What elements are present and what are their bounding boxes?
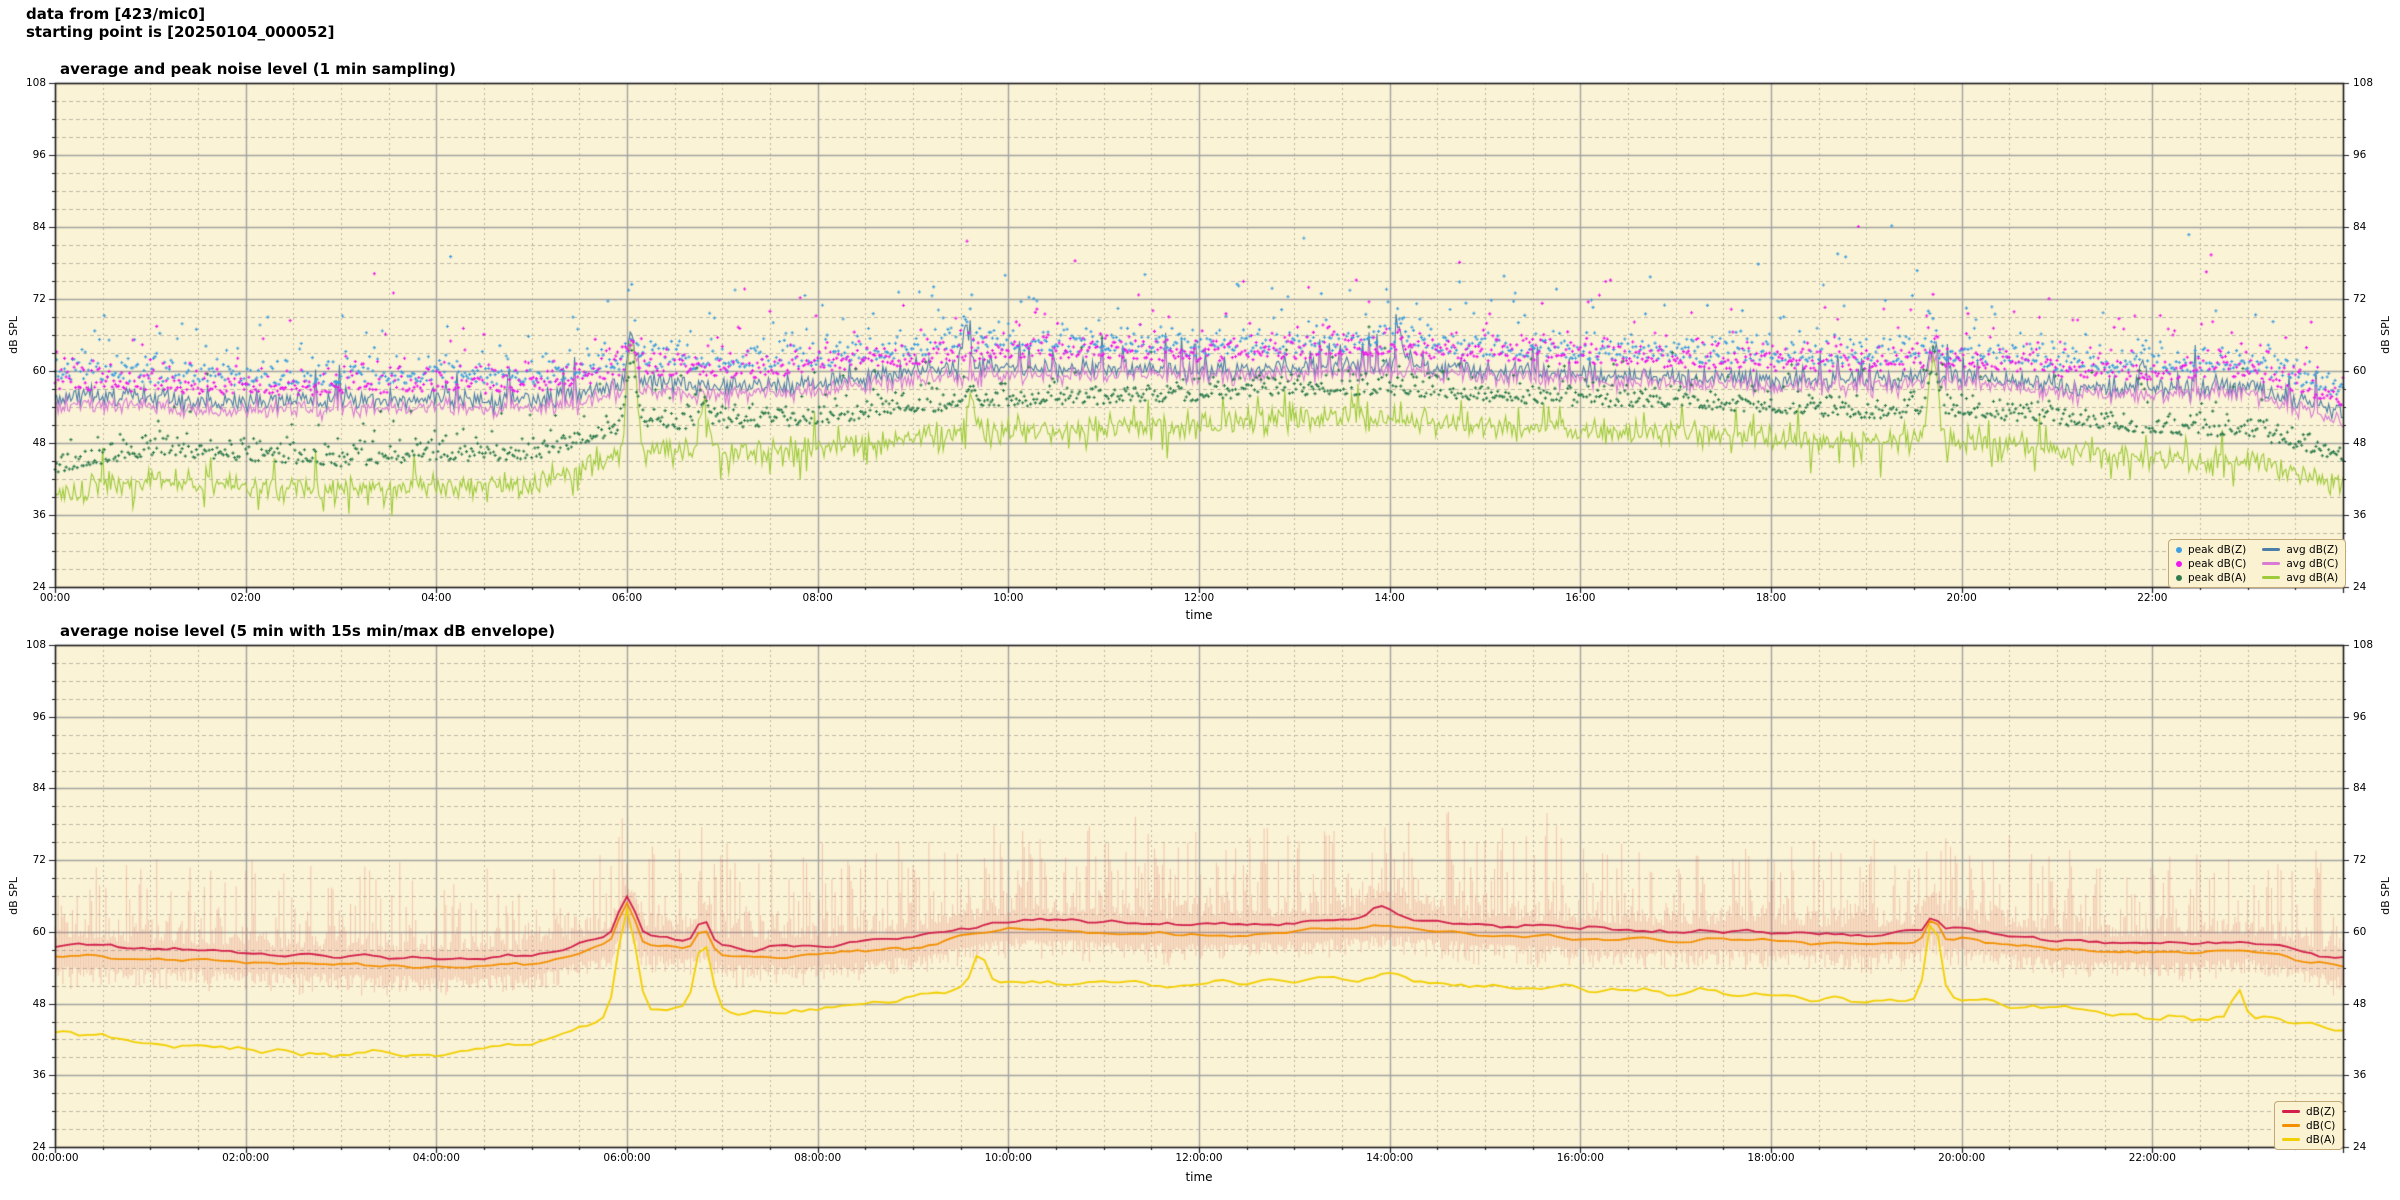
x-tick-label: 16:00 (1565, 592, 1596, 604)
x-tick-label: 20:00:00 (1938, 1152, 1986, 1164)
chart2-yaxis-title-left: dB SPL (7, 877, 20, 915)
y-tick-label-right: 48 (2353, 437, 2367, 449)
x-tick-label: 00:00 (39, 592, 71, 604)
chart2-xaxis-title: time (1185, 1170, 1213, 1184)
legend-marker-line-icon (2282, 1123, 2300, 1128)
legend-marker-line-icon (2262, 575, 2281, 580)
legend-marker-dot-icon (2176, 560, 2182, 567)
legend-item: avg dB(Z) (2262, 543, 2338, 556)
legend-label: peak dB(C) (2188, 557, 2247, 570)
legend-item: peak dB(Z) (2176, 543, 2246, 556)
legend-label: dB(C) (2306, 1119, 2336, 1132)
y-tick-label-right: 24 (2353, 581, 2367, 593)
y-tick-label-right: 108 (2353, 77, 2374, 89)
x-tick-label: 06:00:00 (603, 1152, 651, 1164)
x-tick-label: 08:00:00 (794, 1152, 842, 1164)
x-tick-label: 10:00:00 (984, 1152, 1032, 1164)
legend-marker-dot-icon (2176, 546, 2182, 553)
header-line-2: starting point is [20250104_000052] (26, 23, 335, 41)
y-tick-label-left: 96 (32, 710, 46, 723)
y-tick-label-right: 48 (2353, 997, 2367, 1010)
legend-marker-line-icon (2282, 1109, 2300, 1114)
legend-marker-line-icon (2262, 547, 2281, 552)
y-tick-label-left: 48 (32, 437, 46, 449)
y-tick-label-left: 96 (32, 149, 46, 161)
y-tick-label-left: 72 (32, 854, 46, 867)
legend-label: peak dB(Z) (2188, 543, 2247, 556)
y-tick-label-left: 24 (32, 1141, 46, 1153)
x-tick-label: 22:00 (2137, 592, 2168, 604)
legend-item: peak dB(C) (2176, 557, 2246, 570)
header-line-1: data from [423/mic0] (26, 5, 206, 23)
chart1-xaxis-title: time (1185, 608, 1213, 622)
y-tick-label-left: 84 (32, 221, 46, 233)
x-tick-label: 02:00:00 (222, 1152, 270, 1164)
x-tick-label: 14:00:00 (1366, 1152, 1414, 1164)
y-tick-label-left: 60 (32, 925, 46, 938)
chart1-yaxis-title-right: dB SPL (2379, 316, 2392, 354)
y-tick-label-right: 72 (2353, 293, 2367, 305)
x-tick-label: 18:00 (1755, 592, 1787, 604)
y-tick-label-left: 36 (32, 1069, 46, 1082)
legend-item: dB(A) (2282, 1133, 2335, 1146)
legend-label: avg dB(Z) (2286, 543, 2339, 556)
y-tick-label-right: 84 (2353, 221, 2367, 233)
legend-item: avg dB(C) (2262, 557, 2338, 570)
y-tick-label-left: 84 (32, 782, 46, 795)
y-tick-label-right: 108 (2353, 639, 2374, 651)
y-tick-label-right: 24 (2353, 1141, 2367, 1153)
legend-label: avg dB(A) (2286, 571, 2339, 584)
y-tick-label-right: 60 (2353, 925, 2367, 938)
x-tick-label: 04:00 (421, 592, 452, 604)
y-tick-label-right: 60 (2353, 365, 2367, 377)
y-tick-label-right: 84 (2353, 782, 2367, 795)
legend-label: avg dB(C) (2286, 557, 2339, 570)
y-tick-label-right: 36 (2353, 509, 2367, 521)
chart1-title: average and peak noise level (1 min samp… (60, 60, 456, 78)
legend-label: dB(A) (2306, 1133, 2336, 1146)
y-tick-label-left: 108 (25, 639, 46, 651)
legend-item: avg dB(A) (2262, 571, 2338, 584)
legend-marker-dot-icon (2176, 574, 2182, 581)
legend-marker-line-icon (2282, 1137, 2300, 1142)
y-tick-label-left: 24 (32, 581, 46, 593)
x-tick-label: 02:00 (230, 592, 261, 604)
y-tick-label-left: 60 (32, 365, 46, 377)
x-tick-label: 16:00:00 (1556, 1152, 1604, 1164)
y-tick-label-right: 96 (2353, 149, 2367, 161)
x-tick-label: 18:00:00 (1747, 1152, 1795, 1164)
chart2-yaxis-title-right: dB SPL (2379, 877, 2392, 915)
x-tick-label: 12:00 (1183, 592, 1215, 604)
chart2-legend: dB(Z) dB(C) dB(A) (2274, 1101, 2344, 1150)
legend-item: dB(Z) (2282, 1105, 2335, 1118)
legend-item: peak dB(A) (2176, 571, 2246, 584)
x-tick-label: 04:00:00 (412, 1152, 460, 1164)
x-tick-label: 06:00 (611, 592, 643, 604)
x-tick-label: 08:00 (802, 592, 833, 604)
legend-marker-line-icon (2262, 561, 2281, 566)
y-tick-label-right: 72 (2353, 854, 2367, 867)
chart1-legend: peak dB(Z) peak dB(C) peak dB(A) avg dB(Z) a… (2168, 539, 2347, 588)
y-tick-label-right: 36 (2353, 1069, 2367, 1082)
y-tick-label-left: 48 (32, 997, 46, 1010)
x-tick-label: 22:00:00 (2128, 1152, 2176, 1164)
x-tick-label: 10:00 (993, 592, 1024, 604)
chart1-yaxis-title-left: dB SPL (7, 316, 20, 354)
x-tick-label: 00:00:00 (31, 1152, 79, 1164)
y-tick-label-left: 36 (32, 509, 46, 521)
legend-label: dB(Z) (2306, 1105, 2336, 1118)
y-tick-label-left: 108 (25, 77, 46, 89)
y-tick-label-right: 96 (2353, 710, 2367, 723)
x-tick-label: 12:00:00 (1175, 1152, 1223, 1164)
legend-label: peak dB(A) (2188, 571, 2247, 584)
x-tick-label: 14:00 (1374, 592, 1405, 604)
legend-item: dB(C) (2282, 1119, 2335, 1132)
chart2-title: average noise level (5 min with 15s min/… (60, 622, 556, 640)
x-tick-label: 20:00 (1946, 592, 1977, 604)
y-tick-label-left: 72 (32, 293, 46, 305)
